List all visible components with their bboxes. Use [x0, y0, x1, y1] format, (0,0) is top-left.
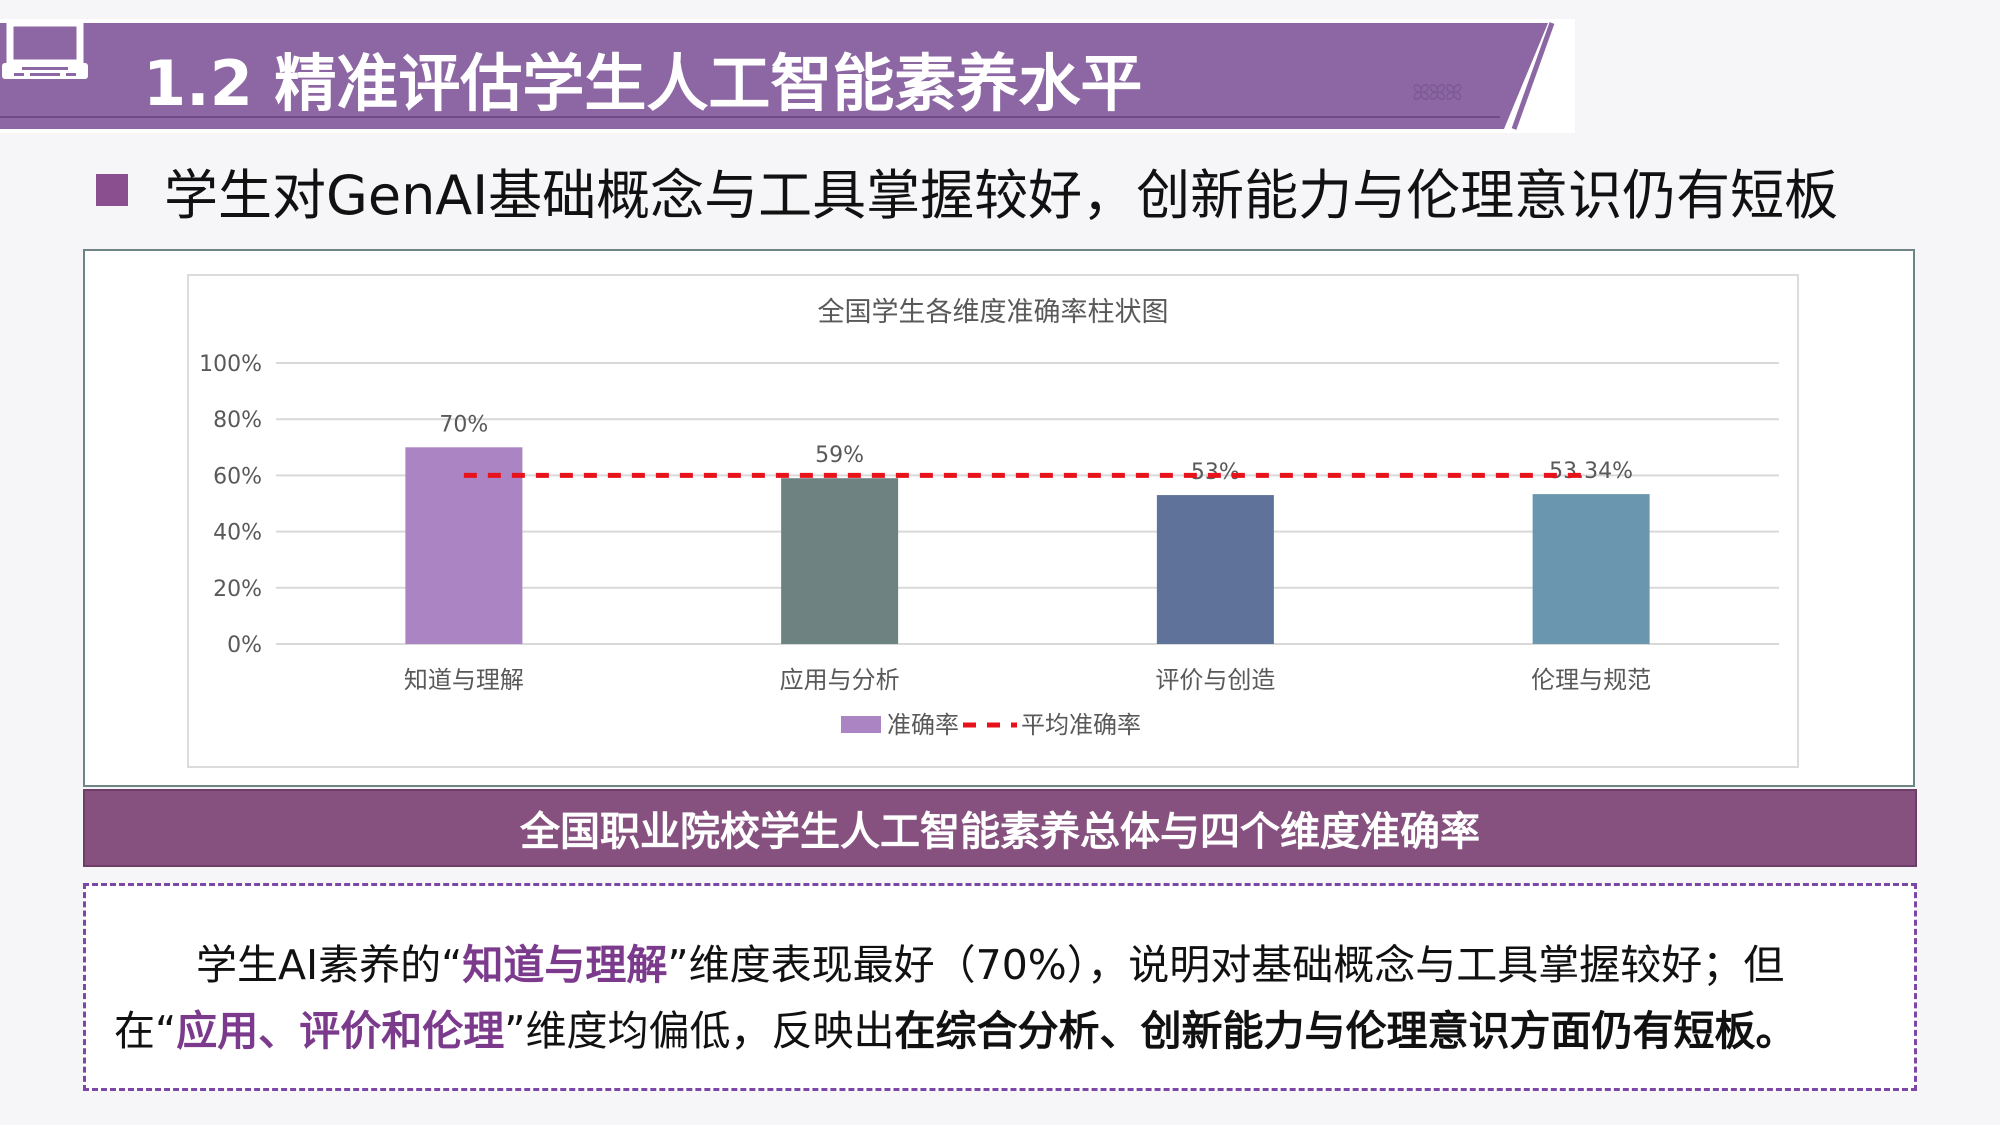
bold-conclusion: 在综合分析、创新能力与伦理意识方面仍有短板。: [894, 1007, 1797, 1055]
highlight: 知道与理解: [462, 941, 668, 989]
highlight: 应用、评价和伦理: [176, 1007, 505, 1055]
section-header: 1.2 精准评估学生人工智能素养水平 ꕤꕤꕤ: [0, 19, 1575, 133]
laptop-icon: [2, 19, 88, 79]
summary-box: 学生AI素养的“知道与理解”维度表现最好（70%），说明对基础概念与工具掌握较好…: [83, 883, 1917, 1091]
bar-4: [1532, 494, 1650, 644]
data-label: 53%: [1191, 460, 1240, 485]
legend-label: 平均准确率: [1021, 711, 1141, 739]
chart-title: 全国学生各维度准确率柱状图: [818, 297, 1169, 328]
chart-caption: 全国职业院校学生人工智能素养总体与四个维度准确率: [83, 789, 1917, 867]
text: 学生AI素养的: [196, 941, 442, 989]
chart-svg: 全国学生各维度准确率柱状图 0% 20% 40% 60% 80% 100% 70% 知道与理解 5…: [199, 297, 1779, 739]
summary-text: 学生AI素养的“知道与理解”维度表现最好（70%），说明对基础概念与工具掌握较好…: [114, 941, 1797, 1055]
text: 维度表现最好（70%），说明对基础概念与工具掌握较好；但在: [114, 941, 1785, 1055]
bar-3: [1156, 495, 1274, 644]
bar-chart: 全国学生各维度准确率柱状图 0% 20% 40% 60% 80% 100% 70% 知道与理解 5…: [187, 274, 1799, 768]
y-tick-label: 60%: [213, 464, 262, 489]
legend-swatch-bars: [841, 716, 881, 733]
y-tick-label: 40%: [213, 521, 262, 546]
y-tick-label: 80%: [213, 408, 262, 433]
square-bullet-icon: [96, 174, 128, 206]
data-label: 53.34%: [1549, 459, 1633, 484]
y-tick-label: 0%: [227, 633, 262, 658]
page-title: 1.2 精准评估学生人工智能素养水平: [143, 47, 1143, 120]
header-banner: [0, 19, 1575, 133]
subtitle-text: 学生对GenAI基础概念与工具掌握较好，创新能力与伦理意识仍有短板: [164, 163, 1839, 227]
data-label: 70%: [439, 412, 488, 437]
x-tick-label: 应用与分析: [780, 666, 900, 694]
bar-2: [781, 478, 899, 644]
legend-label: 准确率: [887, 711, 959, 739]
text: 维度均偏低，反映出: [525, 1007, 895, 1055]
decoration-icon: ꕤꕤꕤ: [1412, 81, 1463, 106]
bar-1: [405, 447, 523, 644]
x-tick-label: 伦理与规范: [1531, 666, 1651, 694]
x-tick-label: 知道与理解: [404, 666, 524, 694]
y-tick-label: 100%: [199, 352, 262, 377]
data-label: 59%: [815, 443, 864, 468]
x-tick-label: 评价与创造: [1155, 666, 1275, 694]
y-tick-label: 20%: [213, 577, 262, 602]
subtitle: 学生对GenAI基础概念与工具掌握较好，创新能力与伦理意识仍有短板: [96, 150, 1838, 230]
